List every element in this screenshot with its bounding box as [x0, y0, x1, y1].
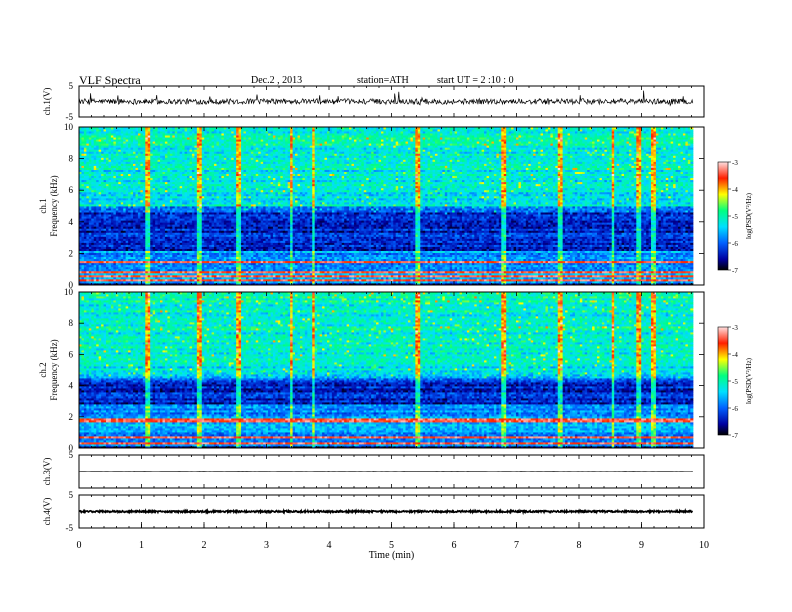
- ch1-waveform-trace: [79, 91, 693, 106]
- ch1-spectrogram-image: [79, 127, 693, 285]
- panels: [79, 86, 731, 528]
